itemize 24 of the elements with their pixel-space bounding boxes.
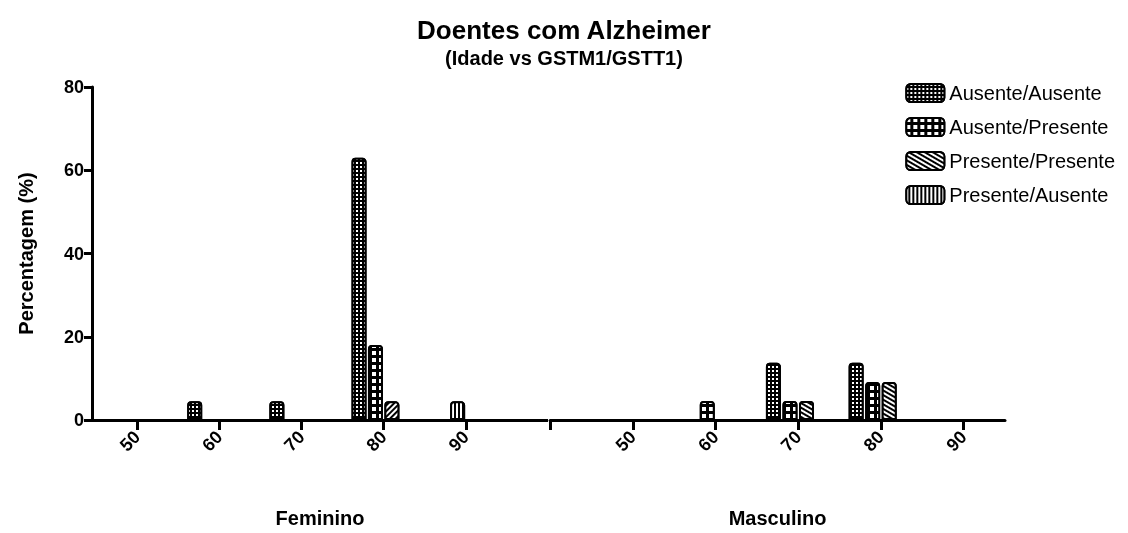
- y-tick-label: 20: [63, 326, 84, 347]
- chart-subtitle: (Idade vs GSTM1/GSTT1): [444, 46, 684, 70]
- x-tick-label: 60: [694, 426, 723, 456]
- x-tick-label: 80: [859, 426, 889, 456]
- x-tick-label: 50: [611, 426, 640, 456]
- x-tick-label: 70: [280, 426, 309, 456]
- y-tick-label: 60: [63, 160, 84, 181]
- y-tick-label: 80: [63, 77, 84, 97]
- x-tick-label: 50: [115, 426, 145, 456]
- x-tick-label: 80: [362, 426, 391, 456]
- y-axis-title: Percentagem (%): [15, 172, 37, 335]
- y-tick-label: 0: [73, 410, 84, 430]
- x-axis-title: Masculino: [728, 507, 827, 529]
- legend-label: Presente/Presente: [949, 150, 1115, 172]
- chart-title: Doentes com Alzheimer: [416, 14, 712, 46]
- legend-label: Ausente/Presente: [949, 116, 1109, 138]
- x-axis-title: Feminino: [275, 507, 365, 529]
- legend-label: Presente/Ausente: [949, 184, 1109, 206]
- x-tick-label: 60: [198, 426, 227, 456]
- legend-label: Ausente/Ausente: [949, 82, 1102, 104]
- x-tick-label: 90: [942, 426, 971, 456]
- x-tick-label: 90: [444, 426, 473, 456]
- y-tick-label: 40: [63, 243, 84, 264]
- x-tick-label: 70: [777, 426, 806, 456]
